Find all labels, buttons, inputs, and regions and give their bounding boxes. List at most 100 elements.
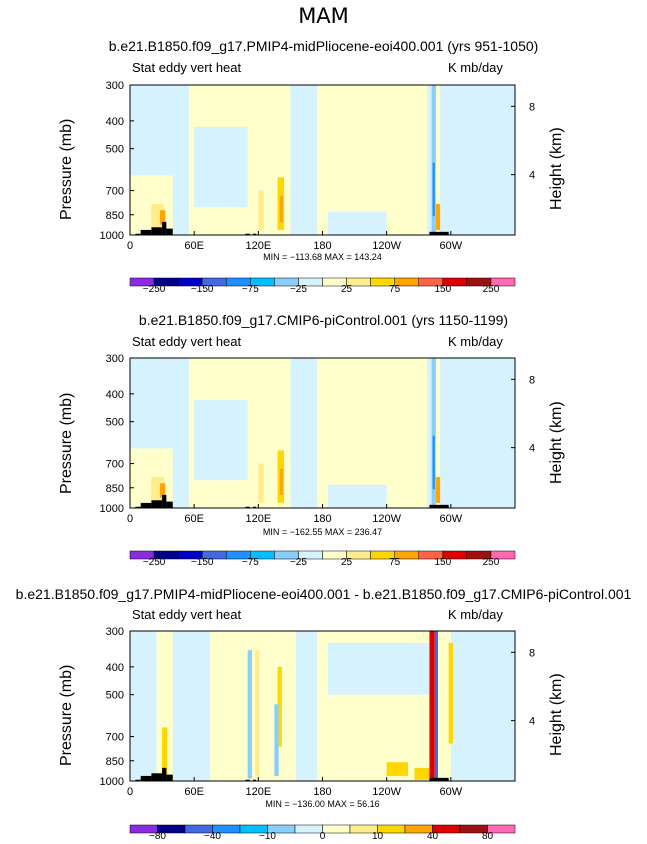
topography <box>166 774 173 781</box>
topography <box>166 228 173 235</box>
y2-axis-label: Height (km) <box>548 401 565 484</box>
contour-fill <box>159 483 166 498</box>
contour-fill <box>435 477 441 503</box>
plot-area: 0 60E 120E 180 120W 60W 300 400 500 700 850 1000 8 4 <box>100 80 536 252</box>
y-tick-label: 850 <box>106 210 124 222</box>
contour-fill <box>279 468 283 495</box>
variable-label: Stat eddy vert heat <box>132 334 242 349</box>
topography <box>166 501 173 508</box>
x-tick-label: 120E <box>245 513 271 525</box>
contour-fill <box>194 126 248 208</box>
contour-fill <box>162 727 168 776</box>
colorbar-bin <box>487 824 516 834</box>
y-tick-label: 1000 <box>100 776 124 788</box>
units-label: K mb/day <box>448 607 503 622</box>
plot-area: 0 60E 120E 180 120W 60W 300 400 500 700 850 1000 8 4 <box>100 626 536 798</box>
y-axis-label: Pressure (mb) <box>58 392 75 494</box>
contour-fill <box>290 358 318 508</box>
colorbar-strip <box>129 277 516 287</box>
topography <box>140 775 152 781</box>
y-tick-label: 300 <box>106 626 124 638</box>
y-axis-label: Pressure (mb) <box>58 118 75 220</box>
x-tick-label: 0 <box>127 786 133 798</box>
contour-fill <box>277 666 282 747</box>
colorbar-label: 250 <box>482 557 500 568</box>
colorbar-bin <box>490 550 516 560</box>
y-tick-label: 700 <box>106 186 124 198</box>
y-tick-label: 400 <box>106 116 124 128</box>
colorbar: −250 −150 −75 −25 25 75 150 250 <box>129 546 516 568</box>
contour-fill <box>432 435 435 490</box>
topography <box>245 779 250 781</box>
x-tick-label: 180 <box>313 240 331 252</box>
contour-fill <box>279 195 283 222</box>
x-tick-label: 120W <box>372 513 401 525</box>
colorbar-label: −250 <box>142 557 166 568</box>
plot-area: 0 60E 120E 180 120W 60W 300 400 500 700 850 1000 8 4 <box>100 353 536 525</box>
colorbar-strip <box>129 550 516 560</box>
contour-fill <box>130 631 157 781</box>
panel-title: b.e21.B1850.f09_g17.PMIP4-midPliocene-eo… <box>15 586 632 602</box>
y-tick-label: 300 <box>106 353 124 365</box>
colorbar-label: −75 <box>241 284 259 295</box>
topography <box>151 227 163 235</box>
contour-fill <box>427 85 435 235</box>
contour-fill <box>440 358 515 508</box>
y-tick-label: 700 <box>106 459 124 471</box>
y2-tick-label: 4 <box>529 716 535 728</box>
contour-fill <box>172 358 189 508</box>
colorbar-label: −10 <box>259 831 276 842</box>
contour-fill <box>448 642 453 744</box>
topography <box>245 233 250 235</box>
panel-title: b.e21.B1850.f09_g17.CMIP6-piControl.001 … <box>138 312 509 328</box>
colorbar-bin <box>490 277 516 287</box>
colorbar-label: 10 <box>371 831 384 842</box>
colorbar-label: −75 <box>241 557 259 568</box>
y-tick-label: 300 <box>106 80 124 92</box>
y-tick-label: 500 <box>106 417 124 429</box>
x-tick-label: 60E <box>184 513 204 525</box>
contour-fill <box>431 85 436 235</box>
y-tick-label: 1000 <box>100 230 124 242</box>
x-tick-label: 120W <box>372 240 401 252</box>
y-tick-label: 1000 <box>100 503 124 515</box>
y-tick-label: 700 <box>106 732 124 744</box>
x-tick-label: 120E <box>245 786 271 798</box>
contour-fill <box>434 631 438 781</box>
x-tick-label: 60W <box>440 786 463 798</box>
topography <box>135 233 141 235</box>
y-axis-label: Pressure (mb) <box>58 664 75 766</box>
min-max-label: MIN = −113.68 MAX = 143.24 <box>263 252 382 262</box>
y2-axis-label: Height (km) <box>548 127 565 210</box>
topography <box>245 506 250 508</box>
colorbar-strip <box>129 824 516 834</box>
contour-fill <box>247 650 252 779</box>
colorbar-label: 0 <box>319 831 326 842</box>
x-tick-label: 60E <box>184 786 204 798</box>
panel-title: b.e21.B1850.f09_g17.PMIP4-midPliocene-eo… <box>108 38 539 54</box>
contour-fill <box>172 85 189 235</box>
colorbar-bin <box>322 824 351 834</box>
topography <box>162 767 167 781</box>
contour-fill <box>290 85 318 235</box>
topography <box>429 231 449 235</box>
y-tick-label: 400 <box>106 389 124 401</box>
topography <box>162 221 167 235</box>
contour-fill <box>130 85 173 176</box>
x-tick-label: 180 <box>313 786 331 798</box>
colorbar-label: 25 <box>341 284 353 295</box>
contour-fill <box>431 358 436 508</box>
colorbar-label: −25 <box>289 557 307 568</box>
colorbar-label: 75 <box>389 284 401 295</box>
colorbar-label: −25 <box>289 284 307 295</box>
colorbar-label: −150 <box>190 557 214 568</box>
colorbar-bin <box>294 824 323 834</box>
x-tick-label: 0 <box>127 240 133 252</box>
units-label: K mb/day <box>448 60 503 75</box>
variable-label: Stat eddy vert heat <box>132 607 242 622</box>
topography <box>429 504 449 508</box>
topography <box>252 233 257 235</box>
colorbar-label: −40 <box>204 831 221 842</box>
heatmap-field: 0 60E 120E 180 120W 60W 300 400 500 700 850 1000 8 4 <box>100 626 536 798</box>
colorbar-label: 80 <box>481 831 494 842</box>
